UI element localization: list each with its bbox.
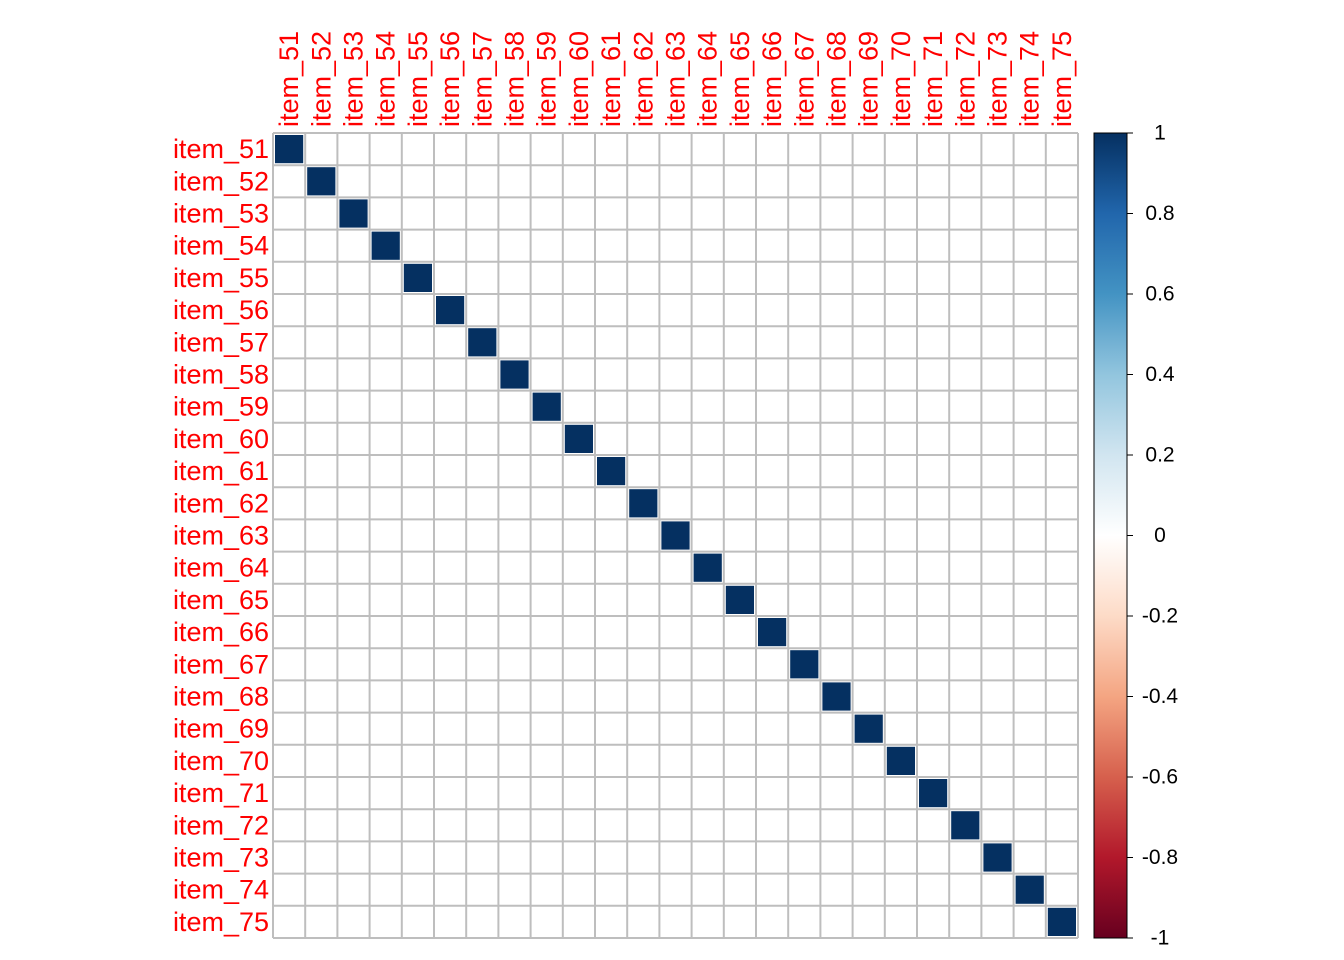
col-label-item_59: item_59 [532,31,562,127]
cell-item_68-item_68 [822,682,851,711]
cell-item_61-item_61 [597,457,626,486]
cell-item_66-item_66 [758,618,787,647]
correlation-cells [275,135,1076,936]
col-label-item_68: item_68 [822,31,852,127]
colorbar-tick-label: 0.8 [1145,202,1174,225]
row-label-item_69: item_69 [173,714,269,744]
colorbar-tick-label: -1 [1151,927,1170,950]
col-label-item_63: item_63 [661,31,691,127]
row-label-item_72: item_72 [173,810,269,840]
col-label-item_52: item_52 [306,31,336,127]
cell-item_63-item_63 [661,521,690,550]
row-label-item_75: item_75 [173,907,269,937]
cell-item_64-item_64 [693,553,722,582]
col-label-item_72: item_72 [950,31,980,127]
row-label-item_73: item_73 [173,843,269,873]
cell-item_70-item_70 [886,746,915,775]
col-label-item_74: item_74 [1015,31,1045,127]
row-label-item_52: item_52 [173,166,269,196]
colorbar-tick-label: 1 [1154,122,1166,145]
col-label-item_73: item_73 [983,31,1013,127]
cell-item_58-item_58 [500,360,529,389]
row-label-item_68: item_68 [173,682,269,712]
cell-item_52-item_52 [307,167,336,196]
cell-item_75-item_75 [1047,907,1076,936]
col-label-item_56: item_56 [435,31,465,127]
col-label-item_71: item_71 [918,31,948,127]
row-label-item_56: item_56 [173,295,269,325]
cell-item_51-item_51 [275,135,304,164]
row-label-item_63: item_63 [173,521,269,551]
colorbar-gradient [1093,132,1128,939]
row-label-item_61: item_61 [173,456,269,486]
colorbar-tick-label: 0.4 [1145,363,1175,386]
row-label-item_59: item_59 [173,392,269,422]
col-label-item_55: item_55 [403,31,433,127]
cell-item_71-item_71 [919,779,948,808]
col-label-item_66: item_66 [757,31,787,127]
colorbar-ticks: 1 0.8 0.6 0.4 0.2 0 -0.2 -0.4 -0.6 -0.8 -1 [1127,122,1178,950]
row-label-item_67: item_67 [173,649,269,679]
col-label-item_57: item_57 [467,31,497,127]
col-label-item_54: item_54 [371,31,401,127]
cell-item_62-item_62 [629,489,658,518]
cell-item_65-item_65 [725,585,754,614]
colorbar-tick-label: -0.4 [1142,685,1179,708]
col-label-item_64: item_64 [693,31,723,127]
cell-item_72-item_72 [951,811,980,840]
colorbar-tick-label: 0.6 [1145,283,1174,306]
colorbar: 1 0.8 0.6 0.4 0.2 0 -0.2 -0.4 -0.6 -0.8 -1 [1093,122,1178,950]
colorbar-tick-label: -0.2 [1142,605,1178,628]
row-label-item_53: item_53 [173,199,269,229]
col-label-item_51: item_51 [274,31,304,127]
colorbar-tick-label: 0.2 [1145,444,1174,467]
cell-item_74-item_74 [1015,875,1044,904]
col-label-item_65: item_65 [725,31,755,127]
colorbar-tick-label: 0 [1154,524,1166,547]
col-label-item_69: item_69 [854,31,884,127]
row-label-item_57: item_57 [173,327,269,357]
colorbar-tick-label: -0.6 [1142,766,1178,789]
row-label-item_60: item_60 [173,424,269,454]
row-labels: item_51item_52item_53item_54item_55item_… [173,134,269,937]
row-label-item_51: item_51 [173,134,269,164]
cell-item_54-item_54 [371,231,400,260]
col-label-item_61: item_61 [596,31,626,127]
col-label-item_58: item_58 [500,31,530,127]
col-label-item_70: item_70 [886,31,916,127]
col-label-item_53: item_53 [339,31,369,127]
row-label-item_62: item_62 [173,488,269,518]
cell-item_57-item_57 [468,328,497,357]
row-label-item_58: item_58 [173,360,269,390]
row-label-item_70: item_70 [173,746,269,776]
row-label-item_66: item_66 [173,617,269,647]
row-label-item_54: item_54 [173,231,269,261]
cell-item_59-item_59 [532,392,561,421]
cell-item_60-item_60 [564,424,593,453]
cell-item_55-item_55 [403,263,432,292]
row-label-item_64: item_64 [173,553,269,583]
correlation-grid [272,132,1079,939]
row-label-item_65: item_65 [173,585,269,615]
colorbar-tick-label: -0.8 [1142,846,1178,869]
column-labels: item_51 item_52 item_53 item_54 item_55 item_… [274,31,1077,127]
cell-item_69-item_69 [854,714,883,743]
row-label-item_71: item_71 [173,778,269,808]
cell-item_53-item_53 [339,199,368,228]
col-label-item_60: item_60 [564,31,594,127]
cell-item_73-item_73 [983,843,1012,872]
row-label-item_55: item_55 [173,263,269,293]
col-label-item_62: item_62 [628,31,658,127]
col-label-item_75: item_75 [1047,31,1077,127]
cell-item_56-item_56 [436,296,465,325]
cell-item_67-item_67 [790,650,819,679]
col-label-item_67: item_67 [789,31,819,127]
row-label-item_74: item_74 [173,875,269,905]
